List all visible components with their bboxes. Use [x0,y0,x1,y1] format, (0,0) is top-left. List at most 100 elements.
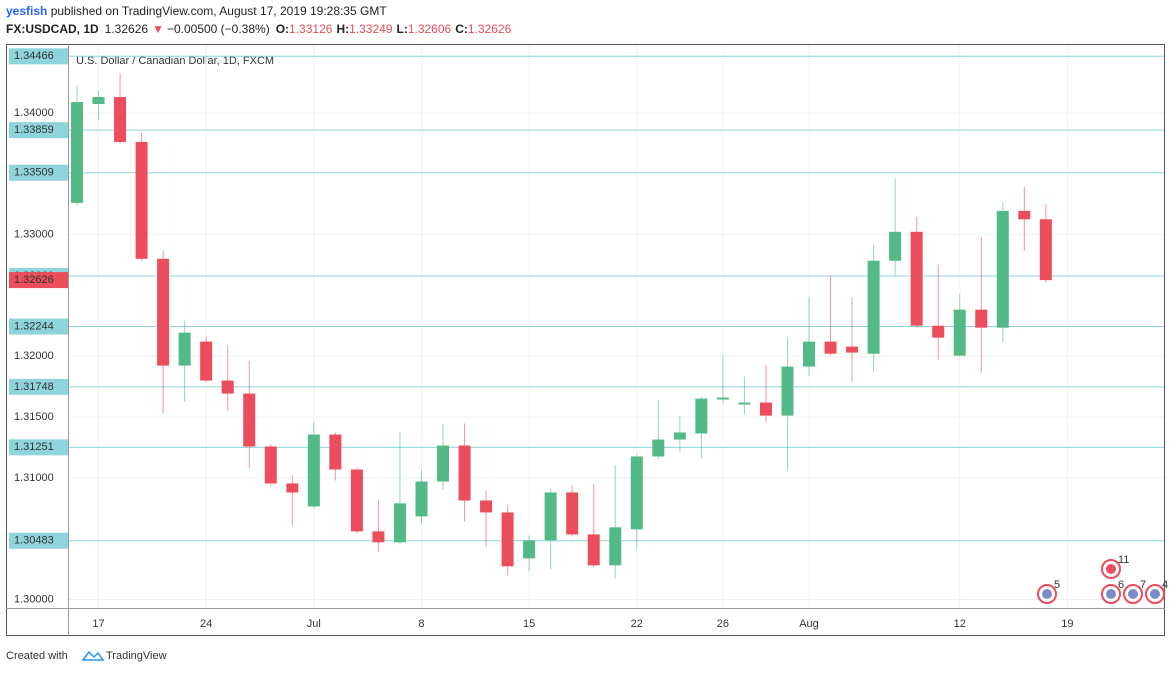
ohlc-value: 1.33126 [289,22,333,36]
event-count: 7 [1140,579,1146,591]
chart-title: U.S. Dollar / Canadian Dollar, 1D, FXCM [76,55,274,67]
ohlc-label: O: [276,22,289,36]
event-count: 5 [1054,579,1060,591]
last-price: 1.32626 [105,22,149,36]
candle-body [932,325,945,338]
x-tick-label: 24 [200,618,212,630]
candle-body [71,102,83,203]
ohlc-value: 1.33249 [349,22,393,36]
candle-body [781,366,794,416]
level-label: 1.33859 [14,124,54,136]
candle-body [523,540,536,559]
candle-body [114,97,127,142]
level-label-bg [9,439,68,456]
author: yesfish [6,4,47,18]
candle-body [1018,210,1031,220]
candle-body [307,434,320,507]
header-line-1: yesfish published on TradingView.com, Au… [6,4,387,18]
candle-body [996,210,1009,328]
level-label-bg [9,318,68,335]
candle-body [200,341,213,381]
candle-body [350,469,363,532]
x-tick-label: 26 [717,618,729,630]
event-icon [1106,589,1116,599]
ohlc-label: L: [397,22,408,36]
y-tick-label: 1.31000 [14,472,54,484]
candle-body [867,260,880,354]
footer-brand: TradingView [106,650,167,662]
candle-body [609,527,622,566]
y-tick-label: 1.33000 [14,229,54,241]
x-tick-label: 17 [92,618,104,630]
level-label: 1.33509 [14,167,54,179]
x-tick-label: 19 [1061,618,1073,630]
candle-body [437,445,450,482]
event-icon [1106,564,1116,574]
candle-body [393,503,406,543]
x-tick-label: 8 [418,618,424,630]
footer-logo [81,650,105,661]
event-count: 4 [1162,579,1168,591]
ohlc-label: C: [455,22,468,36]
ohlc-label: H: [336,22,349,36]
level-label: 1.31748 [14,381,54,393]
candle-body [716,397,729,400]
change: −0.00500 (−0.38%) [167,22,270,36]
level-label-bg [9,378,68,395]
candle-body [975,309,988,328]
level-label: 1.30483 [14,535,54,547]
symbol: FX:USDCAD, 1D [6,22,99,36]
candle-body [243,393,256,447]
candle-body [264,446,277,484]
last-price-bg [9,272,68,289]
candle-body [953,309,966,356]
down-arrow: ▼ [152,22,164,36]
level-label: 1.34466 [14,50,54,62]
y-tick-label: 1.34000 [14,107,54,119]
x-tick-label: 22 [631,618,643,630]
candle-body [544,492,557,541]
y-tick-label: 1.30000 [14,593,54,605]
event-count: 6 [1118,579,1124,591]
x-tick-label: Jul [307,618,321,630]
candle-body [135,141,148,259]
ohlc-value: 1.32626 [468,22,512,36]
candle-body [587,534,600,566]
last-price-label: 1.32626 [14,274,54,286]
level-label-bg [9,48,68,65]
level-label: 1.32244 [14,320,54,332]
candle-body [501,512,514,567]
published: published on TradingView.com, August 17,… [51,4,388,18]
candle-body [178,332,191,366]
level-label-bg [9,122,68,139]
x-tick-label: 12 [954,618,966,630]
level-label-bg [9,532,68,549]
event-icon [1128,589,1138,599]
candle-body [889,231,902,261]
candle-body [566,492,579,535]
footer-created: Created with [6,650,68,662]
event-count: 11 [1118,554,1129,566]
event-icon [1042,589,1052,599]
candle-body [695,398,708,434]
candle-body [286,483,299,493]
candle-body [803,341,816,367]
candle-body [630,456,643,530]
candle-body [372,531,385,543]
event-icon [1150,589,1160,599]
level-label: 1.31251 [14,441,54,453]
y-tick-label: 1.31500 [14,411,54,423]
frame [6,44,1165,636]
x-tick-label: Aug [799,618,819,630]
candle-body [652,439,665,457]
candle-body [1039,219,1052,281]
candle-body [846,346,859,353]
candle-body [221,380,234,394]
candle-body [759,402,772,416]
candle-body [824,341,837,354]
candle-body [157,258,170,366]
candle-body [329,434,342,470]
candle-body [92,97,105,104]
